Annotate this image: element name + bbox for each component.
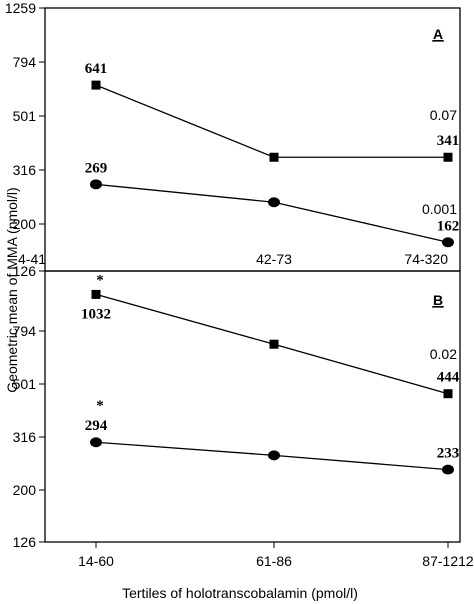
p-value-label: 0.001 xyxy=(422,201,457,217)
x-tick-label: 14-60 xyxy=(78,553,114,569)
data-label: 641 xyxy=(85,61,108,77)
y-tick-label: 501 xyxy=(13,108,37,124)
plot-frame xyxy=(44,270,461,543)
data-label: 294 xyxy=(85,418,108,434)
significance-star: * xyxy=(96,272,104,288)
y-tick-label: 200 xyxy=(13,216,37,232)
y-axis-label: Geometric mean of MMA (nmol/l) xyxy=(4,187,20,392)
p-value-label: 0.07 xyxy=(430,107,457,123)
x-tick-label: 61-86 xyxy=(256,553,292,569)
category-label: 4-41 xyxy=(18,251,46,267)
y-tick-label: 1259 xyxy=(5,0,36,16)
data-label: 341 xyxy=(437,133,460,149)
data-point-square xyxy=(443,389,453,399)
data-point-circle xyxy=(442,464,454,475)
data-label: 233 xyxy=(437,446,460,462)
y-tick-label: 316 xyxy=(13,162,37,178)
data-label: 444 xyxy=(437,370,460,386)
panel-letter: A xyxy=(433,26,443,42)
data-label: 1032 xyxy=(81,306,111,322)
data-point-circle xyxy=(90,179,102,190)
data-point-square xyxy=(269,339,279,349)
data-label: 269 xyxy=(85,160,108,176)
y-tick-label: 501 xyxy=(13,376,37,392)
y-tick-label: 794 xyxy=(13,323,37,339)
data-point-square xyxy=(443,152,453,162)
y-tick-label: 200 xyxy=(13,482,37,498)
x-tick-label: 87-1212 xyxy=(422,553,474,569)
y-tick-label: 794 xyxy=(13,54,37,70)
data-point-circle xyxy=(268,197,280,208)
data-point-circle xyxy=(90,437,102,448)
p-value-label: 0.02 xyxy=(430,346,457,362)
category-label: 74-320 xyxy=(404,251,448,267)
data-point-circle xyxy=(268,450,280,461)
data-label: 162 xyxy=(437,218,460,234)
data-point-circle xyxy=(442,237,454,248)
data-point-square xyxy=(91,80,101,90)
plot-frame xyxy=(44,7,461,272)
x-axis-label: Tertiles of holotranscobalamin (pmol/l) xyxy=(122,585,358,601)
category-label: 42-73 xyxy=(256,251,292,267)
panel-b: 794 501 316 200 126 14-60 61-86 87-1212 1032 * 444… xyxy=(13,270,474,569)
y-tick-label: 126 xyxy=(13,534,37,550)
data-point-square xyxy=(269,152,279,162)
panel-letter: B xyxy=(433,292,443,308)
y-tick-label: 316 xyxy=(13,429,37,445)
series-line-square xyxy=(95,84,448,158)
series-line-circle xyxy=(95,183,449,243)
significance-star: * xyxy=(96,398,104,414)
y-tick-label: 126 xyxy=(13,263,37,279)
data-point-square xyxy=(91,289,101,299)
